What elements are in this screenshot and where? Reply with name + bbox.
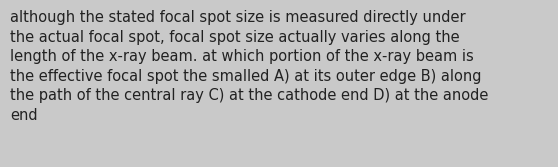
Text: although the stated focal spot size is measured directly under
the actual focal : although the stated focal spot size is m… [10,10,488,123]
